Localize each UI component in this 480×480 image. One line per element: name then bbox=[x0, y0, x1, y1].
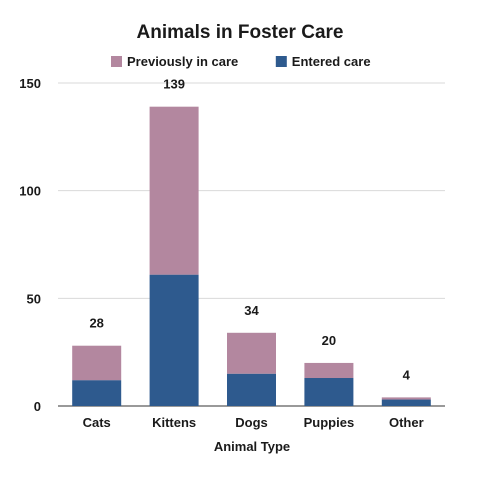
total-label-other: 4 bbox=[403, 367, 411, 382]
x-tick-label-dogs: Dogs bbox=[235, 415, 268, 430]
x-axis-ticks: Cats Kittens Dogs Puppies Other bbox=[83, 415, 424, 430]
y-tick-label: 150 bbox=[19, 76, 41, 91]
chart-title: Animals in Foster Care bbox=[137, 22, 344, 43]
total-label-dogs: 34 bbox=[244, 303, 259, 318]
bar-segment-dogs-previously-in-care bbox=[227, 332, 276, 374]
bars bbox=[72, 106, 431, 406]
x-tick-label-cats: Cats bbox=[83, 415, 111, 430]
y-tick-label: 0 bbox=[34, 399, 41, 414]
legend-label-entered-care: Entered care bbox=[292, 54, 371, 69]
legend: Previously in care Entered care bbox=[111, 54, 371, 69]
x-axis-label: Animal Type bbox=[214, 439, 290, 454]
bar-segment-cats-entered-care bbox=[72, 380, 122, 406]
legend-swatch-entered-care bbox=[275, 56, 287, 67]
bar-segment-other-entered-care bbox=[381, 399, 431, 406]
y-tick-label: 100 bbox=[19, 184, 41, 199]
bar-segment-puppies-entered-care bbox=[304, 378, 354, 406]
total-labels: 28 139 34 20 4 bbox=[89, 77, 410, 383]
bar-segment-cats-previously-in-care bbox=[72, 345, 122, 381]
bar-segment-other-previously-in-care bbox=[381, 397, 431, 400]
total-label-cats: 28 bbox=[89, 316, 103, 331]
bar-segment-kittens-previously-in-care bbox=[149, 106, 199, 275]
total-label-kittens: 139 bbox=[163, 77, 185, 92]
bar-segment-kittens-entered-care bbox=[149, 274, 199, 406]
legend-label-previously-in-care: Previously in care bbox=[127, 54, 238, 69]
y-tick-label: 50 bbox=[27, 291, 41, 306]
legend-swatch-previously-in-care bbox=[111, 56, 122, 67]
total-label-puppies: 20 bbox=[322, 333, 336, 348]
x-tick-label-puppies: Puppies bbox=[304, 415, 355, 430]
bar-segment-puppies-previously-in-care bbox=[304, 362, 354, 379]
x-tick-label-other: Other bbox=[389, 415, 424, 430]
bar-segment-dogs-entered-care bbox=[227, 373, 276, 406]
y-axis-ticks: 0 50 100 150 bbox=[19, 76, 41, 414]
x-tick-label-kittens: Kittens bbox=[152, 415, 196, 430]
